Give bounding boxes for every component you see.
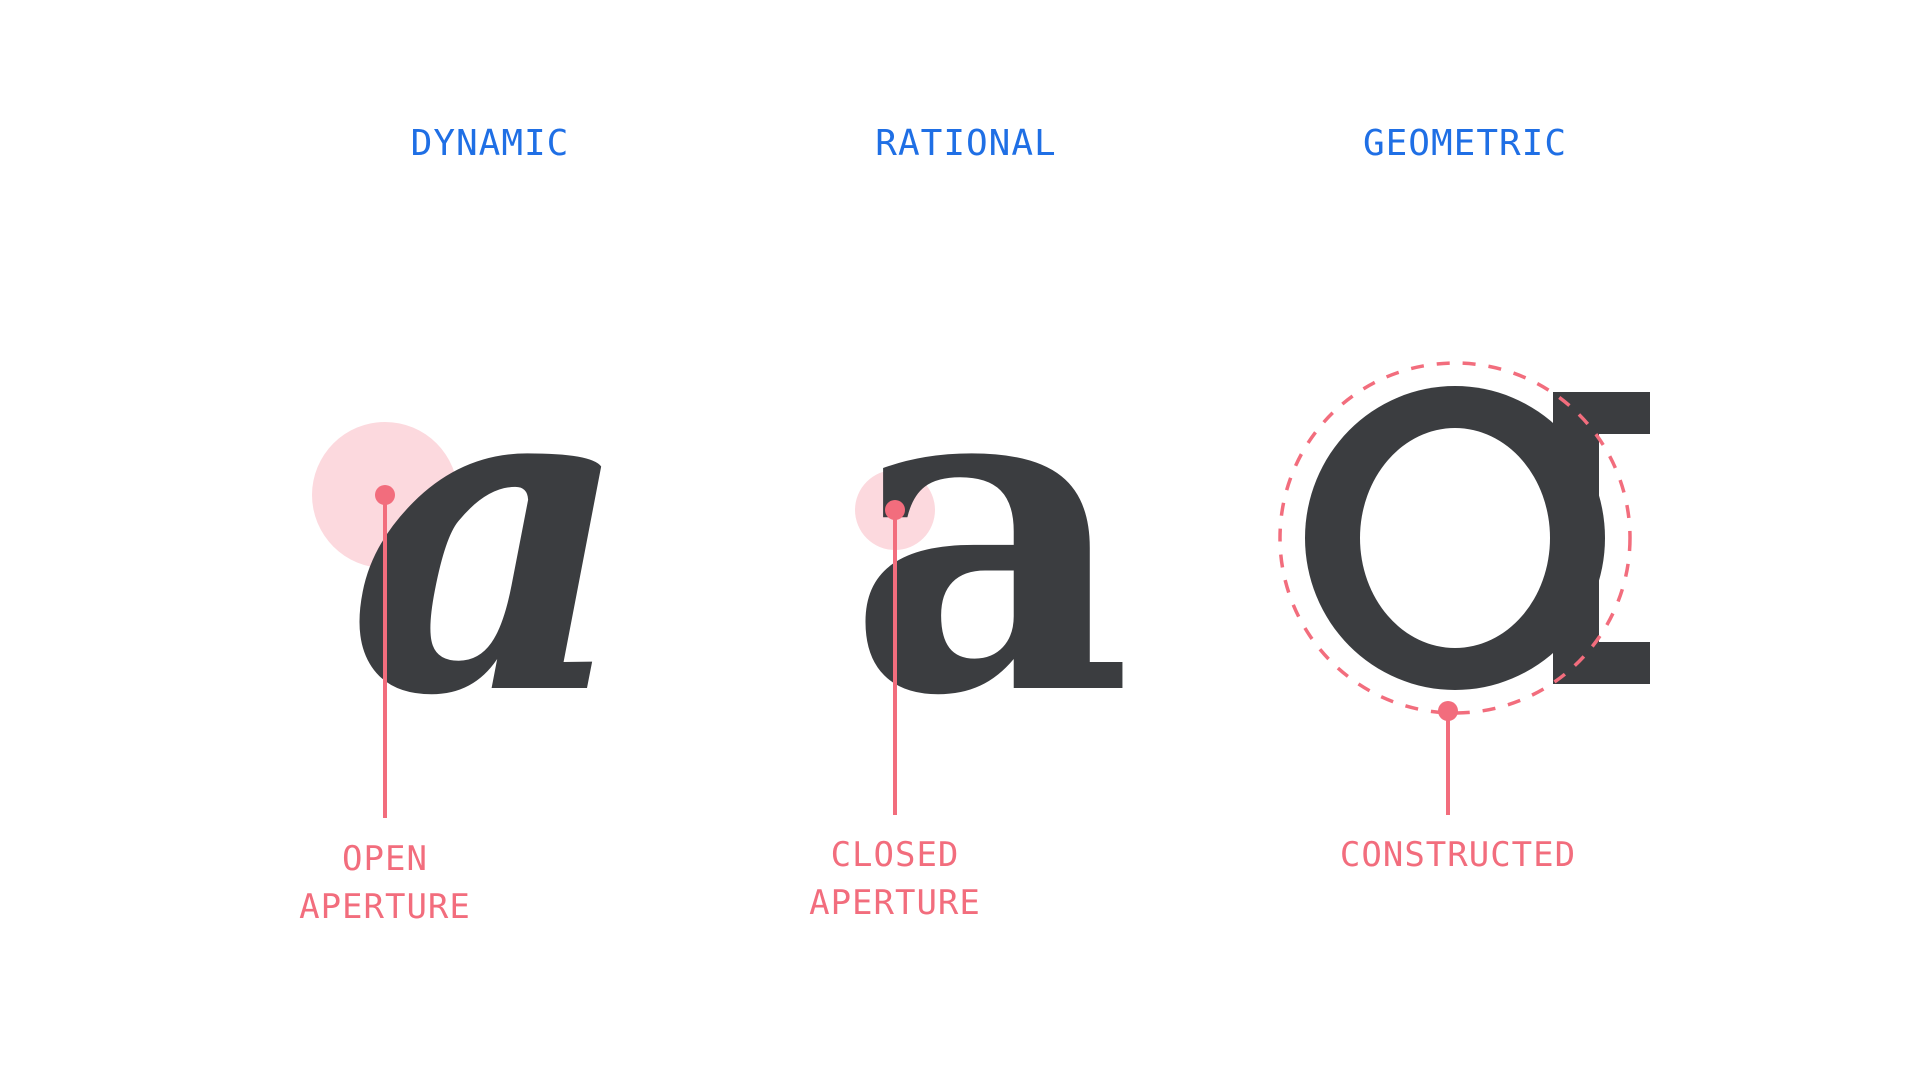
- geometric-top-spur: [1553, 392, 1650, 434]
- open-aperture-label-line-2: APERTURE: [299, 887, 471, 927]
- open-aperture-marker: [375, 485, 395, 505]
- column-rational: RATIONAL a CLOSED APERTURE: [809, 123, 1132, 923]
- closed-aperture-label-line-1: CLOSED: [831, 835, 960, 875]
- heading-dynamic: DYNAMIC: [411, 123, 570, 164]
- closed-aperture-marker: [885, 500, 905, 520]
- geometric-bottom-spur: [1553, 642, 1650, 684]
- closed-aperture-label-line-2: APERTURE: [809, 883, 981, 923]
- dynamic-letter-a: a: [347, 275, 632, 792]
- heading-rational: RATIONAL: [875, 123, 1056, 164]
- heading-geometric: GEOMETRIC: [1363, 123, 1567, 164]
- column-geometric: GEOMETRIC ɑ CONSTRUCTED: [1278, 123, 1650, 875]
- open-aperture-label-line-1: OPEN: [342, 839, 428, 879]
- constructed-label: CONSTRUCTED: [1340, 835, 1576, 875]
- rational-letter-a: a: [847, 275, 1132, 792]
- geometric-letter-a: ɑ: [1305, 386, 1650, 690]
- column-dynamic: DYNAMIC a OPEN APERTURE: [299, 123, 632, 927]
- construction-circle: [1278, 361, 1632, 715]
- geometric-stem: [1553, 392, 1599, 684]
- geometric-bowl-counter: [1360, 428, 1550, 648]
- constructed-marker: [1438, 701, 1458, 721]
